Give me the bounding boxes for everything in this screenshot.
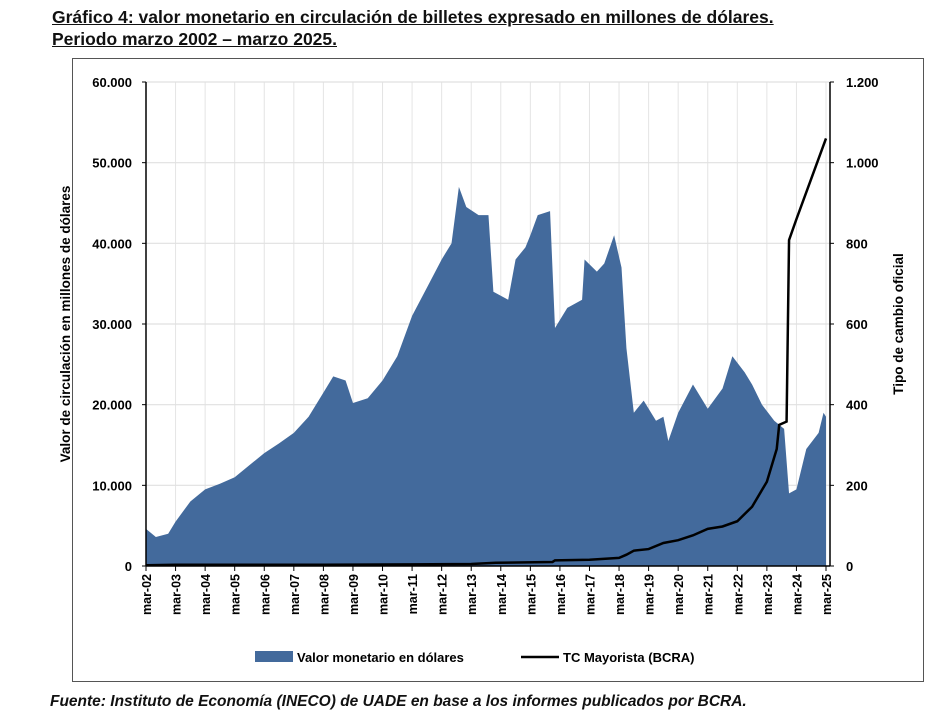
chart-frame — [72, 58, 924, 682]
x-tick-label: mar-06 — [258, 574, 272, 615]
plot-area — [145, 138, 828, 567]
y2-tick-label: 800 — [846, 236, 868, 251]
legend-swatch-area — [255, 651, 293, 662]
x-tick-label: mar-20 — [672, 574, 686, 615]
x-tick-label: mar-21 — [702, 574, 716, 615]
x-tick-label: mar-02 — [140, 574, 154, 615]
x-tick-label: mar-05 — [229, 574, 243, 615]
y-tick-label: 60.000 — [92, 75, 132, 90]
legend-label-line: TC Mayorista (BCRA) — [563, 650, 694, 665]
legend: Valor monetario en dólares TC Mayorista … — [255, 650, 694, 665]
y-tick-label: 40.000 — [92, 236, 132, 251]
y2-axis-label: Tipo de cambio oficial — [891, 253, 906, 395]
x-tick-label: mar-25 — [820, 574, 834, 615]
y2-tick-label: 1.000 — [846, 156, 879, 171]
x-tick-label: mar-23 — [761, 574, 775, 615]
x-tick-label: mar-18 — [613, 574, 627, 615]
source-footer: Fuente: Instituto de Economía (INECO) de… — [50, 693, 747, 710]
y2-tick-label: 600 — [846, 317, 868, 332]
area-series-valor-monetario — [146, 186, 826, 566]
x-tick-label: mar-03 — [170, 574, 184, 615]
y2-tick-label: 1.200 — [846, 75, 879, 90]
y-tick-label: 10.000 — [92, 478, 132, 493]
y2-tick-label: 400 — [846, 398, 868, 413]
x-tick-label: mar-16 — [554, 574, 568, 615]
x-tick-label: mar-13 — [465, 574, 479, 615]
x-tick-label: mar-04 — [199, 574, 213, 615]
y-tick-label: 30.000 — [92, 317, 132, 332]
axes: mar-02 mar-03 mar-04 mar-05 mar-06 mar-07 mar-… — [92, 75, 878, 615]
y-tick-label: 20.000 — [92, 398, 132, 413]
x-tick-label: mar-07 — [288, 574, 302, 615]
legend-label-area: Valor monetario en dólares — [297, 650, 464, 665]
chart-title: Gráfico 4: valor monetario en circulació… — [52, 6, 774, 50]
x-tick-label: mar-10 — [377, 574, 391, 615]
x-tick-label: mar-15 — [524, 574, 538, 615]
x-tick-label: mar-09 — [347, 574, 361, 615]
y-tick-label: 0 — [125, 559, 132, 574]
x-tick-label: mar-24 — [790, 574, 804, 615]
x-tick-label: mar-11 — [406, 574, 420, 614]
x-tick-label: mar-19 — [643, 574, 657, 615]
y-tick-label: 50.000 — [92, 156, 132, 171]
x-tick-label: mar-12 — [436, 574, 450, 615]
x-tick-label: mar-17 — [583, 574, 597, 615]
x-tick-label: mar-22 — [731, 574, 745, 615]
x-tick-label: mar-14 — [495, 574, 509, 615]
y2-tick-label: 0 — [846, 559, 853, 574]
y2-tick-label: 200 — [846, 478, 868, 493]
title-line-1: Gráfico 4: valor monetario en circulació… — [52, 7, 774, 27]
title-line-2: Periodo marzo 2002 – marzo 2025. — [52, 29, 337, 49]
line-series-tc-mayorista — [145, 138, 828, 567]
y-axis-label: Valor de circulación en millones de dóla… — [58, 186, 73, 463]
x-tick-label: mar-08 — [317, 574, 331, 615]
